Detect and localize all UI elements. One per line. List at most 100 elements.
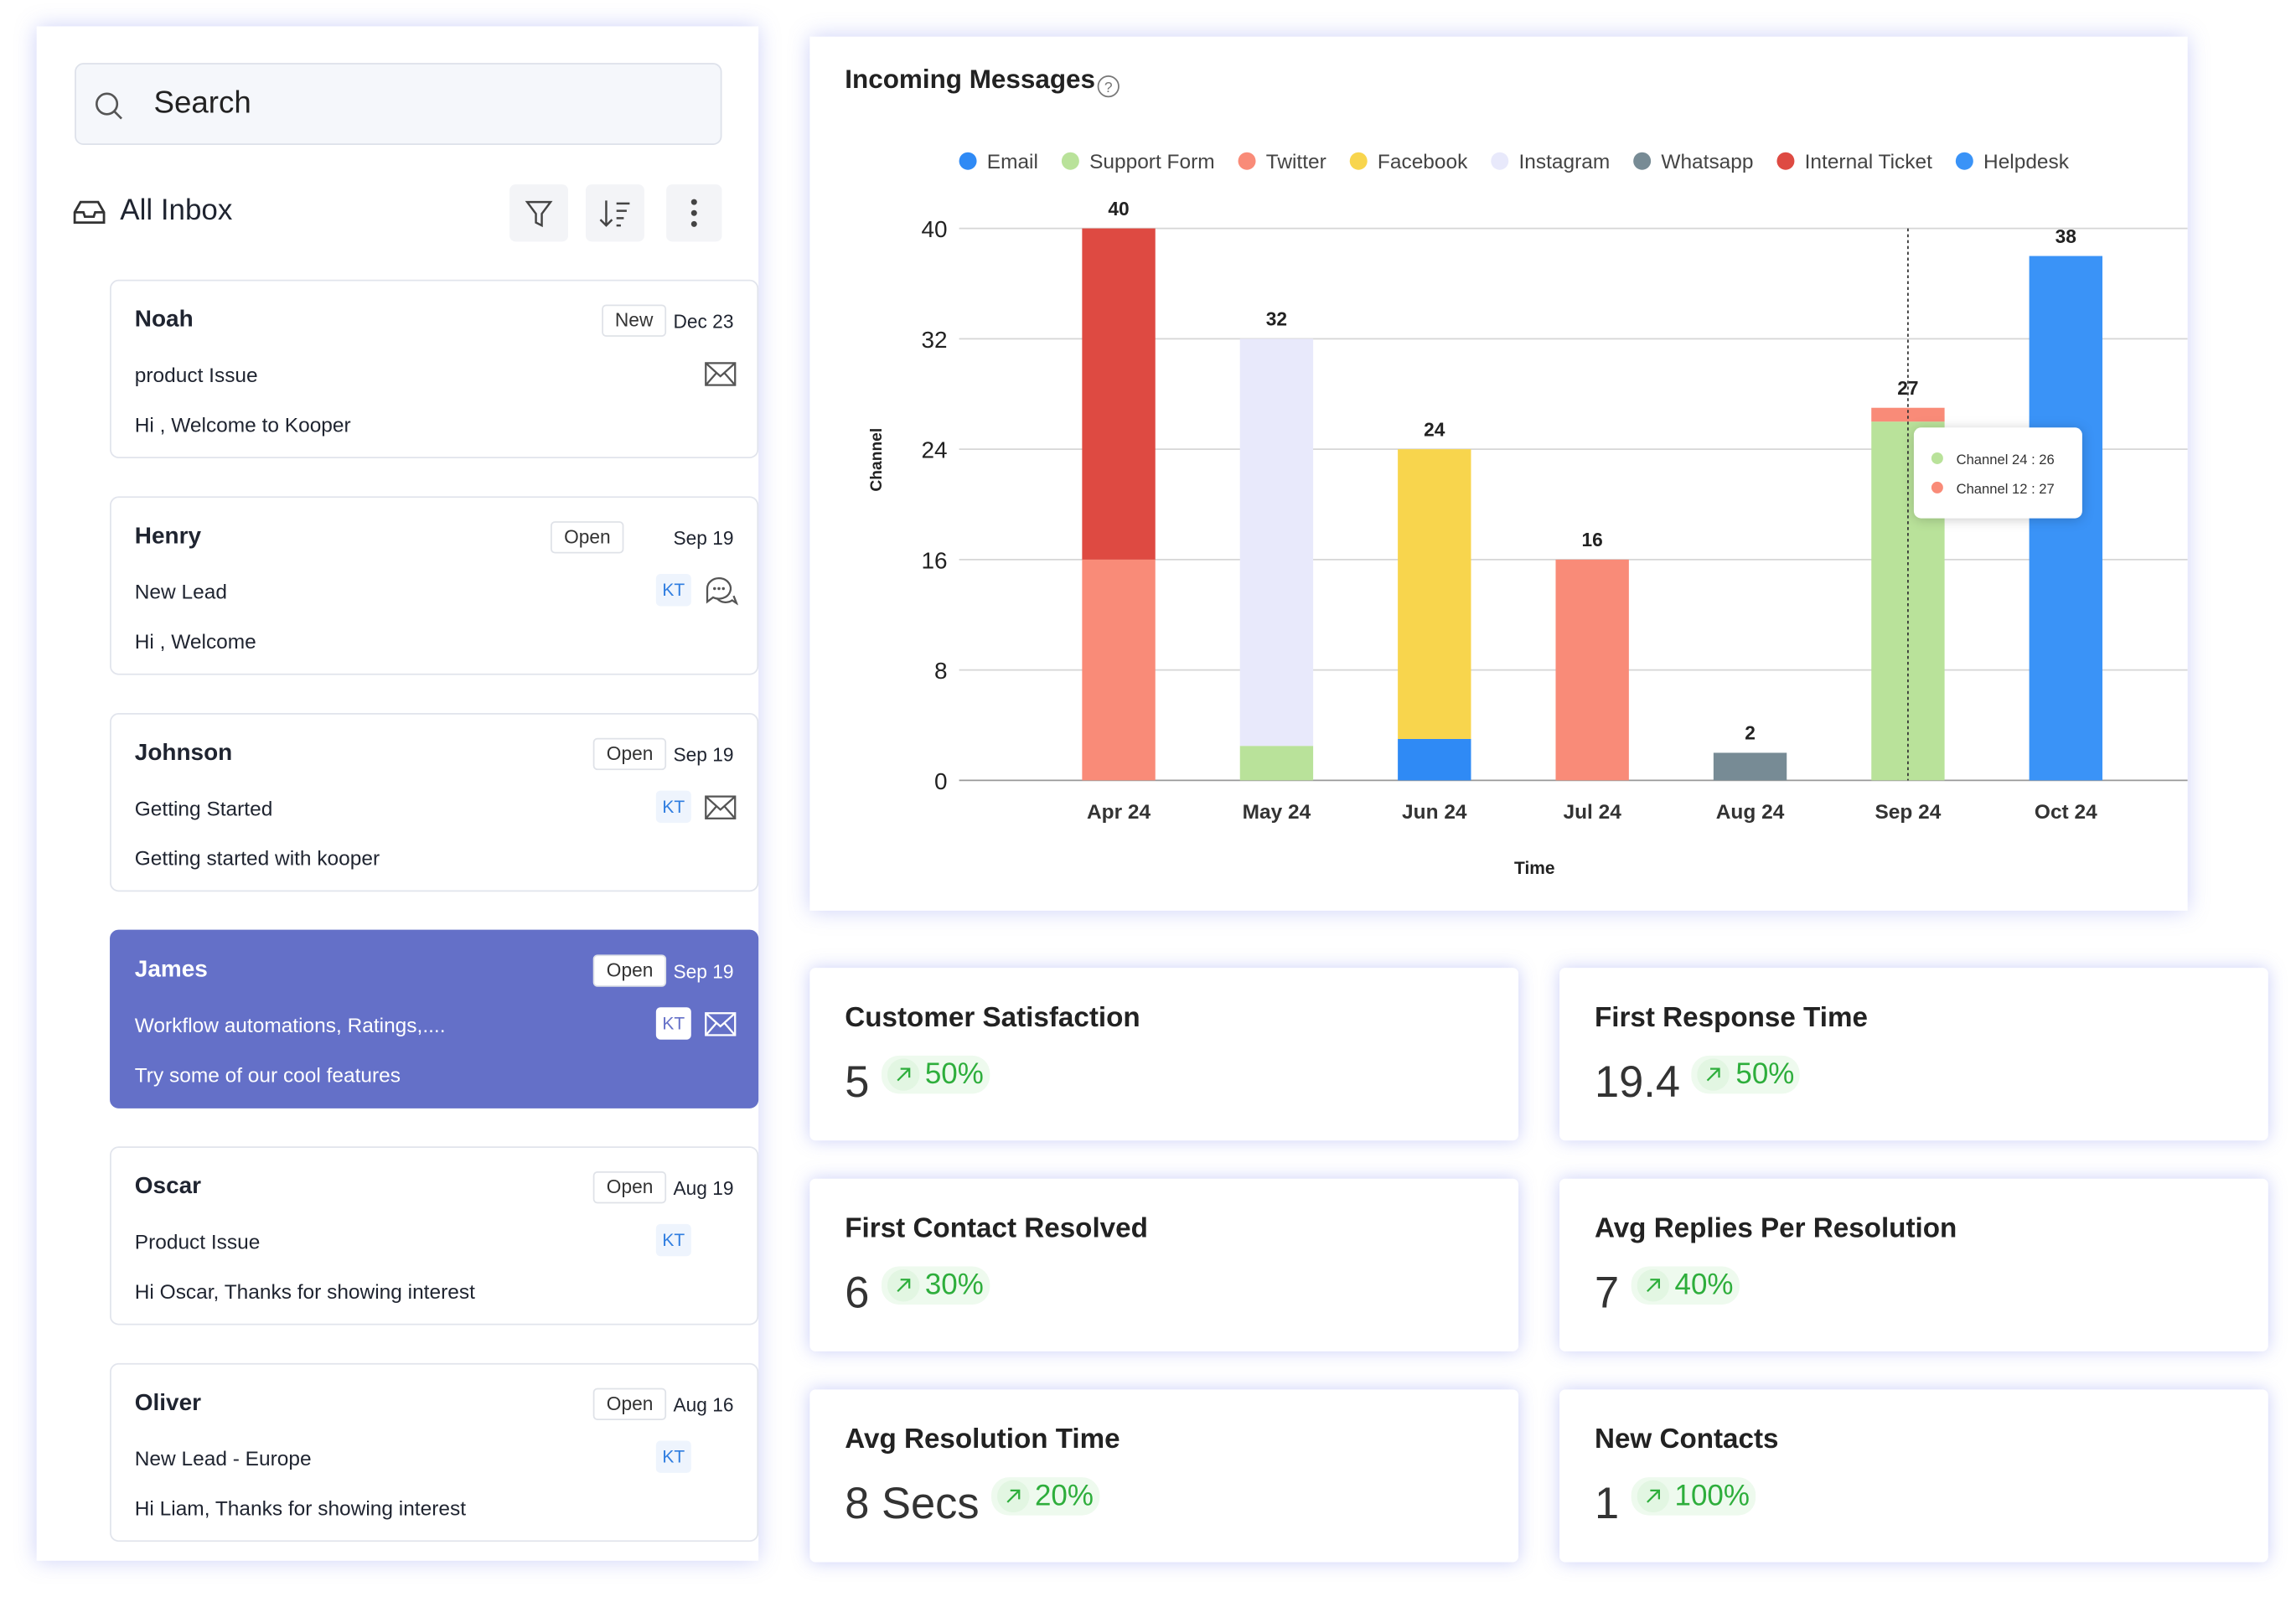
filter-button[interactable] (509, 184, 569, 242)
search-placeholder: Search (153, 86, 251, 121)
x-tick-label: Oct 24 (2035, 801, 2097, 824)
contact-name: Oscar (134, 1174, 202, 1200)
preview: Hi , Welcome to Kooper (134, 412, 351, 437)
bar-segment (1871, 407, 1945, 422)
status-badge: Open (593, 1388, 667, 1421)
trend-arrow (887, 1058, 919, 1091)
help-mark: ? (1104, 79, 1113, 96)
metric-row: 1 100% (1595, 1477, 1756, 1530)
contact-name: James (134, 957, 208, 983)
conversation-card[interactable]: Henry Sep 19 Open New Lead Hi , Welcome KT (110, 496, 759, 675)
date: Dec 23 (673, 310, 734, 333)
conversation-card[interactable]: Noah Dec 23 New product Issue Hi , Welcome t… (110, 279, 759, 458)
total-label: 32 (1266, 308, 1287, 330)
inbox-title: All Inbox (120, 194, 233, 227)
search-box[interactable]: Search (75, 63, 722, 145)
metric-change: 50% (881, 1055, 990, 1094)
date: Sep 19 (673, 960, 734, 983)
metric-value: 7 (1594, 1269, 1620, 1318)
preview: Hi Liam, Thanks for showing interest (134, 1496, 467, 1520)
preview: Try some of our cool features (134, 1062, 401, 1087)
conversation-card[interactable]: James Sep 19 Open Workflow automations, Rat… (110, 929, 759, 1108)
total-label: 2 (1745, 722, 1756, 744)
metric-row: 19.4 50% (1595, 1055, 1801, 1108)
bar-segment (1398, 738, 1471, 781)
contact-name: Noah (134, 307, 194, 333)
metric-change: 50% (1691, 1055, 1801, 1094)
metric-card: First Contact Resolved 6 30% (809, 1178, 1519, 1351)
total-label: 24 (1424, 418, 1445, 440)
trend-arrow (1637, 1269, 1669, 1302)
status-badge: Open (593, 737, 667, 771)
x-axis-label: Time (1514, 859, 1555, 878)
x-tick-label: Sep 24 (1875, 801, 1942, 824)
x-tick-label: Jun 24 (1402, 801, 1467, 824)
metric-value: 1 (1594, 1480, 1620, 1529)
metric-title: First Response Time (1594, 1003, 1868, 1034)
metric-value: 6 (845, 1269, 870, 1318)
conversation-card[interactable]: Oliver Aug 16 Open New Lead - Europe Hi Liam… (110, 1362, 759, 1543)
legend-label: Email (987, 151, 1038, 173)
tooltip-text: Channel 12 : 27 (1957, 481, 2055, 497)
subject: Product Issue (134, 1229, 261, 1253)
metric-row: 5 50% (845, 1055, 990, 1108)
conversation-card[interactable]: Johnson Sep 19 Open Getting Started Getting … (110, 713, 759, 892)
legend-swatch (1349, 152, 1368, 170)
legend-swatch (1633, 152, 1652, 170)
legend-swatch (1776, 152, 1795, 170)
y-axis-label: Channel (868, 428, 886, 492)
status-badge: Open (593, 1170, 667, 1204)
date: Aug 19 (673, 1176, 734, 1200)
mail-icon (705, 795, 737, 819)
date: Sep 19 (673, 527, 734, 550)
preview: Hi Oscar, Thanks for showing interest (134, 1279, 475, 1304)
tag: KT (655, 1440, 691, 1473)
metric-change: 20% (990, 1477, 1099, 1516)
total-label: 38 (2056, 225, 2076, 247)
subject: New Lead (134, 579, 227, 603)
legend-swatch (1061, 152, 1079, 170)
sort-button[interactable] (585, 184, 644, 242)
preview: Hi , Welcome (134, 629, 256, 654)
date: Aug 16 (673, 1393, 734, 1416)
x-tick-label: Apr 24 (1087, 801, 1151, 824)
bar-segment (1082, 228, 1156, 560)
tooltip-text: Channel 24 : 26 (1957, 452, 2055, 468)
chart-title: Incoming Messages (845, 65, 1095, 94)
metric-row: 8 Secs 20% (845, 1477, 1099, 1530)
mail-icon (705, 1012, 737, 1036)
legend-swatch (1491, 152, 1509, 170)
y-tick-label: 16 (922, 547, 948, 573)
y-tick-label: 0 (934, 768, 948, 794)
contact-name: Johnson (134, 741, 233, 766)
mail-icon (705, 362, 737, 386)
trend-arrow (887, 1269, 919, 1302)
bar-segment (1555, 559, 1629, 781)
metric-change: 100% (1631, 1477, 1756, 1516)
metric-card: Avg Resolution Time 8 Secs 20% (809, 1389, 1519, 1563)
metric-change: 30% (881, 1266, 990, 1305)
y-tick-label: 32 (922, 327, 948, 353)
bar-segment (1398, 449, 1471, 739)
conversation-card[interactable]: Oscar Aug 19 Open Product Issue Hi Oscar, Th… (110, 1146, 759, 1326)
legend-swatch (1955, 152, 1973, 170)
y-tick-label: 40 (922, 216, 948, 242)
tooltip-swatch (1931, 452, 1943, 464)
bar-segment (1082, 559, 1156, 781)
trend-arrow (1697, 1058, 1730, 1091)
total-label: 16 (1582, 529, 1603, 550)
chat-icon (706, 577, 738, 606)
trend-arrow (1637, 1480, 1669, 1513)
help-icon (1097, 75, 1120, 98)
legend-label: Facebook (1378, 151, 1468, 173)
bar-segment (1239, 338, 1314, 747)
metric-change-value: 50% (1735, 1057, 1795, 1090)
more-button[interactable] (666, 184, 722, 242)
metric-change-value: 20% (1034, 1479, 1094, 1512)
metric-card: First Response Time 19.4 50% (1559, 968, 2268, 1141)
total-label: 40 (1108, 198, 1129, 220)
subject: Workflow automations, Ratings,.... (134, 1013, 446, 1037)
legend-label: Support Form (1089, 151, 1215, 173)
bar-segment (1713, 752, 1787, 781)
